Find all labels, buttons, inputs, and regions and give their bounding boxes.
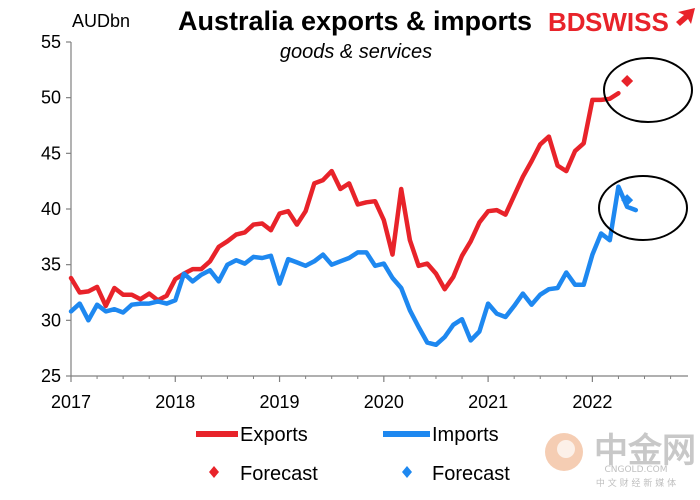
legend-exports-label: Exports: [240, 424, 308, 446]
imports-forecast-marker: [621, 194, 634, 207]
legend-imports-label: Imports: [432, 424, 499, 446]
x-tick-label: 2017: [51, 392, 91, 412]
y-tick-label: 50: [41, 88, 61, 108]
chart-subtitle: goods & services: [280, 41, 432, 63]
y-tick-label: 45: [41, 143, 61, 163]
legend-exports-forecast-marker: [209, 466, 219, 478]
cngold-logo-inner: [557, 440, 575, 458]
y-tick-label: 35: [41, 255, 61, 275]
brand-arrow-icon: [676, 8, 695, 26]
cngold-watermark: 中金网 CNGOLD.COM 中 文 财 经 新 媒 体: [545, 431, 696, 489]
bdswiss-logo: BD SWISS: [548, 7, 695, 37]
exports-forecast-marker: [621, 74, 634, 87]
x-tick-label: 2019: [260, 392, 300, 412]
legend-imports-forecast-label: Forecast: [432, 463, 510, 485]
imports-forecast-circle: [598, 175, 688, 241]
y-tick-label: 30: [41, 310, 61, 330]
y-tick-label: 25: [41, 366, 61, 386]
chart-title: Australia exports & imports: [178, 6, 532, 36]
x-tick-label: 2021: [468, 392, 508, 412]
forecast-layer: [621, 74, 634, 207]
imports-line: [68, 184, 639, 348]
x-tick-label: 2022: [572, 392, 612, 412]
exports-forecast-circle: [603, 57, 693, 123]
series-layer: [68, 90, 639, 348]
watermark-url: CNGOLD.COM: [604, 465, 667, 475]
legend-exports-forecast-label: Forecast: [240, 463, 318, 485]
legend: Exports Imports Forecast Forecast: [196, 424, 510, 485]
y-axis-unit: AUDbn: [72, 11, 130, 31]
x-tick-label: 2020: [364, 392, 404, 412]
y-axis: 25 30 35 40 45 50 55: [41, 32, 71, 386]
brand-name-left: BD: [548, 7, 586, 37]
exports-line: [68, 90, 621, 309]
watermark-title: 中金网: [594, 431, 696, 471]
watermark-tagline: 中 文 财 经 新 媒 体: [596, 477, 676, 489]
x-axis: 2017 2018 2019 2020 2021 2022: [51, 376, 672, 412]
y-tick-label: 40: [41, 199, 61, 219]
y-tick-label: 55: [41, 32, 61, 52]
brand-name-right: SWISS: [585, 7, 669, 37]
x-tick-label: 2018: [155, 392, 195, 412]
legend-imports-forecast-marker: [402, 466, 412, 478]
